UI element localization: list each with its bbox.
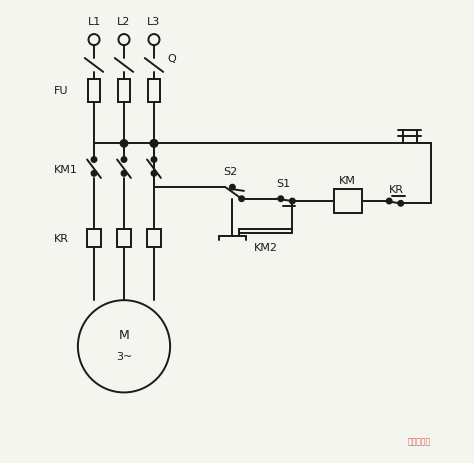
Circle shape: [229, 185, 235, 191]
Text: L1: L1: [87, 17, 100, 27]
Text: KR: KR: [54, 233, 69, 244]
Circle shape: [91, 157, 97, 163]
Bar: [117, 229, 131, 248]
Circle shape: [121, 171, 127, 177]
Bar: [88, 80, 100, 103]
Circle shape: [386, 199, 392, 204]
Text: KM: KM: [339, 176, 356, 186]
Bar: [148, 80, 160, 103]
Circle shape: [121, 157, 127, 163]
Circle shape: [78, 300, 170, 393]
Bar: [87, 229, 101, 248]
Bar: [334, 190, 362, 213]
Bar: [147, 229, 161, 248]
Text: 锐鹰电子网: 锐鹰电子网: [408, 437, 431, 445]
Circle shape: [398, 201, 403, 206]
Circle shape: [120, 140, 128, 148]
Text: KM2: KM2: [254, 243, 278, 253]
Text: Q: Q: [168, 54, 177, 64]
Text: L3: L3: [147, 17, 161, 27]
Text: FU: FU: [54, 86, 69, 96]
Text: KM1: KM1: [54, 164, 78, 175]
Circle shape: [91, 171, 97, 177]
Circle shape: [290, 199, 295, 204]
Text: S2: S2: [223, 167, 237, 177]
Circle shape: [150, 140, 158, 148]
Circle shape: [151, 171, 157, 177]
Text: KR: KR: [389, 185, 404, 195]
Text: S1: S1: [276, 178, 290, 188]
Circle shape: [239, 196, 245, 202]
Circle shape: [150, 140, 158, 148]
Text: 3~: 3~: [116, 351, 132, 361]
Bar: [118, 80, 130, 103]
Text: M: M: [118, 329, 129, 342]
Circle shape: [278, 196, 283, 202]
Text: L2: L2: [117, 17, 131, 27]
Circle shape: [151, 157, 157, 163]
